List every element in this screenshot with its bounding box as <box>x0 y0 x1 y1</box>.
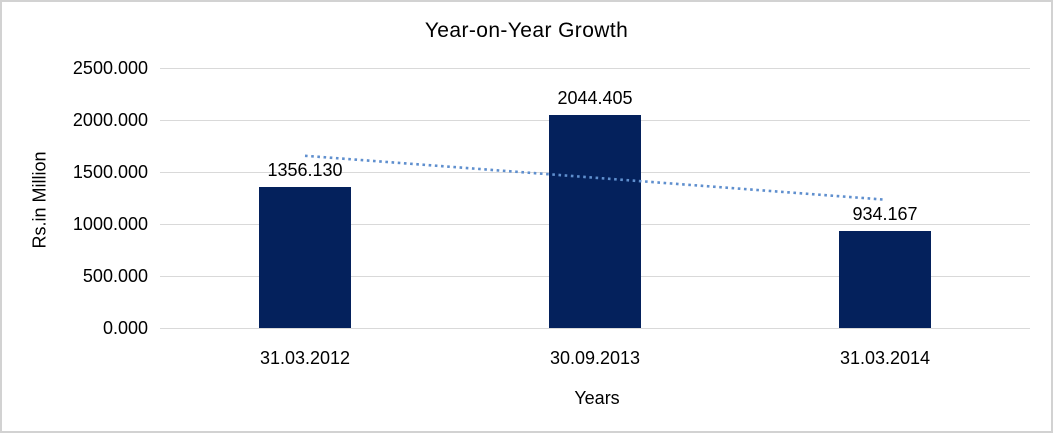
y-tick-label: 1500.000 <box>72 162 148 182</box>
y-tick-label: 0.000 <box>102 318 148 338</box>
bar-value-label: 2044.405 <box>557 88 633 108</box>
y-tick-label: 1000.000 <box>72 214 148 234</box>
gridline <box>160 68 1030 69</box>
bar <box>549 115 641 328</box>
y-tick-label: 2500.000 <box>72 58 148 78</box>
gridline <box>160 328 1030 329</box>
x-axis-title: Years <box>574 388 620 408</box>
x-category-label: 30.09.2013 <box>549 348 641 368</box>
bar <box>839 231 931 328</box>
bar-value-label: 1356.130 <box>267 160 343 180</box>
x-category-label: 31.03.2014 <box>839 348 931 368</box>
bar <box>259 187 351 328</box>
y-axis-title: Rs.in Million <box>29 151 50 249</box>
x-category-label: 31.03.2012 <box>259 348 351 368</box>
y-tick-label: 2000.000 <box>72 110 148 130</box>
bar-value-label: 934.167 <box>852 204 918 224</box>
trendline <box>304 154 886 201</box>
y-tick-label: 500.000 <box>82 266 148 286</box>
chart-title: Year-on-Year Growth <box>424 19 629 42</box>
